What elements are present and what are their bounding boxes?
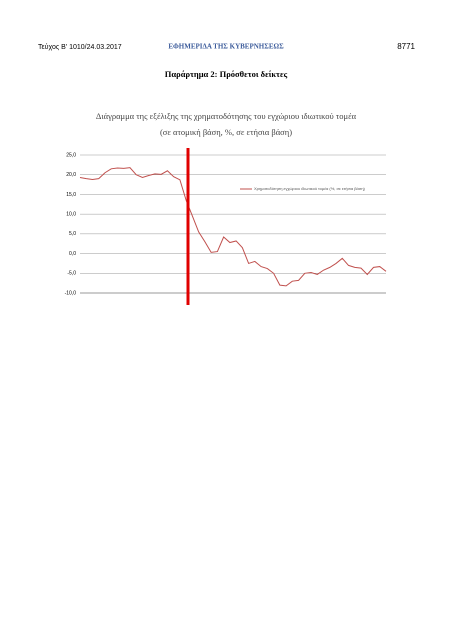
- chart: -10,0 -5,0 0,0 5,0 10,0 15,0 20,0 25,0 Χρηματοδό…: [65, 152, 387, 296]
- y-tick-label: -10,0: [65, 290, 77, 296]
- y-tick-label: -5,0: [67, 271, 76, 277]
- y-tick-label: 20,0: [66, 172, 76, 178]
- y-tick-label: 25,0: [66, 152, 76, 158]
- page-number: 8771: [397, 42, 415, 51]
- data-line: [79, 167, 387, 287]
- chart-subtitle: (σε ατομική βάση, %, σε ετήσια βάση): [160, 127, 292, 137]
- gazette-name: ΕΦΗΜΕΡΙΔΑ ΤΗΣ ΚΥΒΕΡΝΗΣΕΩΣ: [168, 43, 284, 51]
- issue: Τεύχος Β' 1010/24.03.2017: [38, 43, 122, 51]
- chart-title: Διάγραμμα της εξέλιξης της χρηματοδότηση…: [96, 111, 357, 121]
- y-tick-label: 0,0: [69, 251, 76, 257]
- legend-label: Χρηματοδότηση εγχώριου ιδιωτικού τομέα (…: [254, 186, 366, 191]
- y-tick-label: 15,0: [66, 192, 76, 198]
- heading: Παράρτημα 2: Πρόσθετοι δείκτες: [165, 69, 288, 79]
- y-tick-label: 5,0: [69, 231, 76, 237]
- y-tick-label: 10,0: [66, 211, 76, 217]
